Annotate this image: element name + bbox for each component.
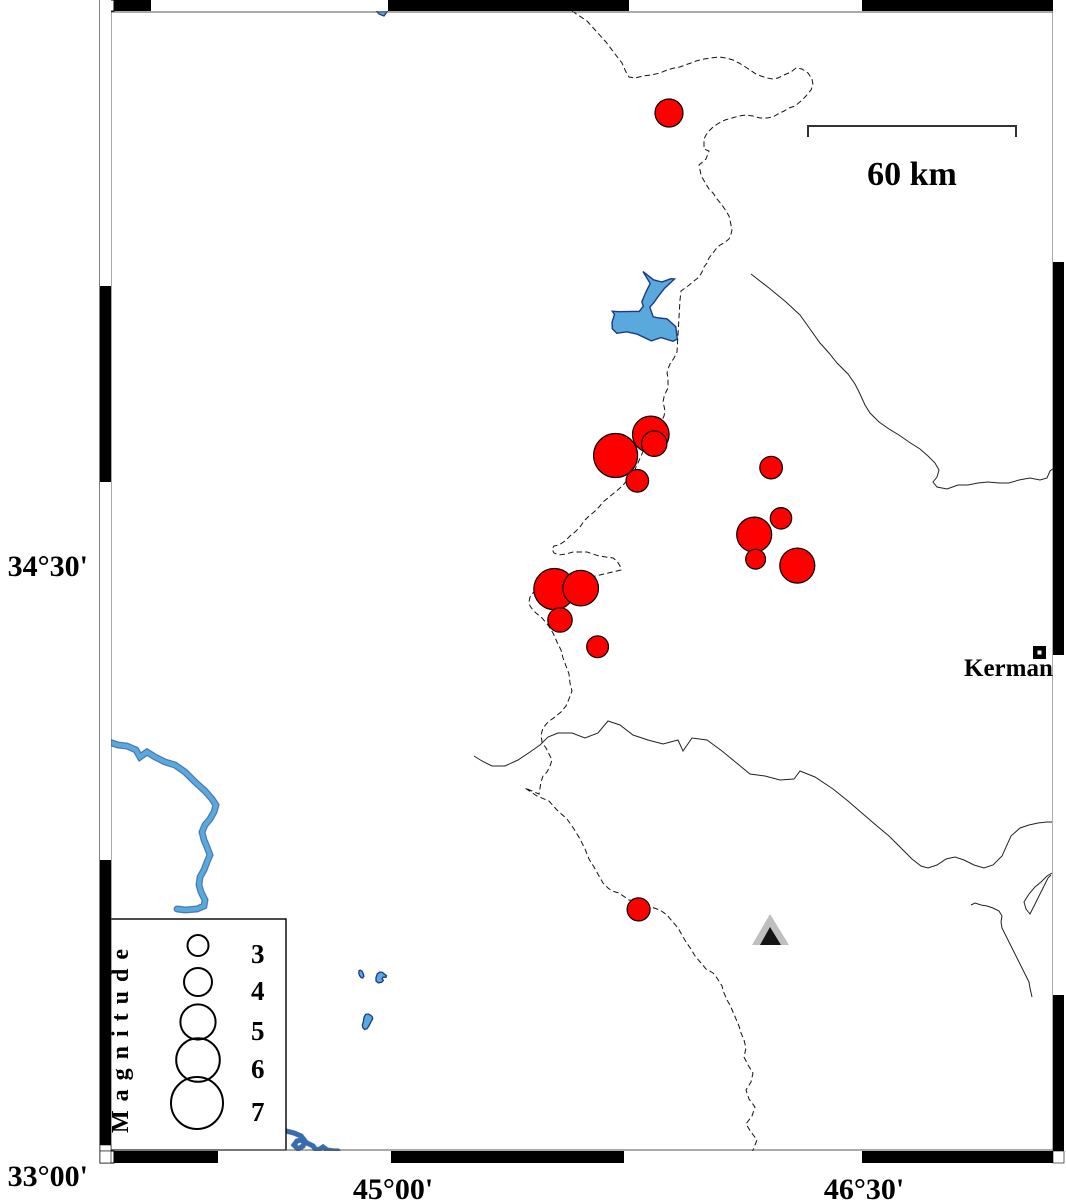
svg-text:34°30': 34°30'	[8, 550, 88, 583]
svg-text:60 km: 60 km	[867, 156, 957, 193]
svg-text:45°00': 45°00'	[353, 1173, 433, 1201]
svg-text:3: 3	[251, 939, 265, 969]
svg-text:5: 5	[251, 1016, 265, 1046]
svg-text:Magnitude: Magnitude	[108, 940, 134, 1133]
svg-text:33°00': 33°00'	[8, 1160, 88, 1193]
svg-text:7: 7	[251, 1097, 265, 1127]
svg-text:46°30': 46°30'	[824, 1173, 904, 1201]
svg-text:Kerman: Kerman	[964, 655, 1053, 682]
svg-text:6: 6	[251, 1054, 265, 1084]
svg-text:4: 4	[251, 976, 265, 1006]
